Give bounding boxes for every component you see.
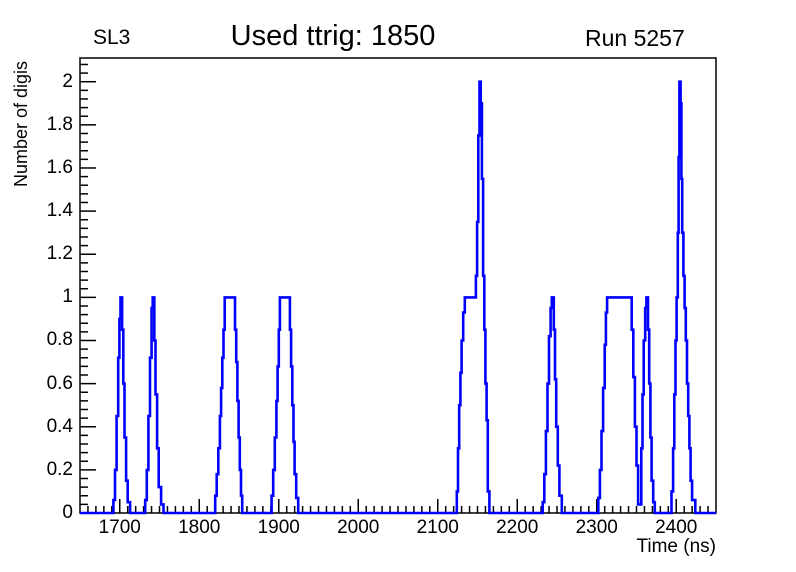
x-tick-label: 2400 [655,517,698,538]
y-tick-label: 0.4 [46,415,73,437]
y-tick-label: 1 [62,286,73,308]
y-tick-label: 1.6 [46,156,73,178]
x-tick-label: 1900 [257,517,300,538]
x-tick-label: 2000 [337,517,380,538]
y-tick-label: 1.8 [46,113,73,135]
x-tick-label: 2300 [575,517,618,538]
y-tick-label: 0 [62,502,73,523]
superlayer-label: SL3 [93,26,131,49]
plot-frame [79,57,717,514]
y-tick-label: 1.2 [46,243,73,265]
run-number-label: Run 5257 [585,25,685,51]
axis-ticks [80,63,709,514]
y-tick-label: 0.6 [46,372,73,394]
y-tick-label: 1.4 [46,200,73,222]
x-tick-label: 1700 [98,517,141,538]
x-tick-label: 1800 [178,517,221,538]
y-tick-label: 0.2 [46,458,73,480]
y-axis-title: Number of digis [11,60,31,188]
digi-time-histogram-line [80,80,716,515]
plot-title: Used ttrig: 1850 [230,20,436,52]
x-tick-label: 2200 [496,517,539,538]
digi-time-curve [80,80,716,515]
y-tick-label: 0.8 [46,329,73,351]
x-axis-title: Time (ns) [636,536,716,557]
y-tick-label: 2 [62,70,73,92]
x-tick-label: 2100 [416,517,459,538]
